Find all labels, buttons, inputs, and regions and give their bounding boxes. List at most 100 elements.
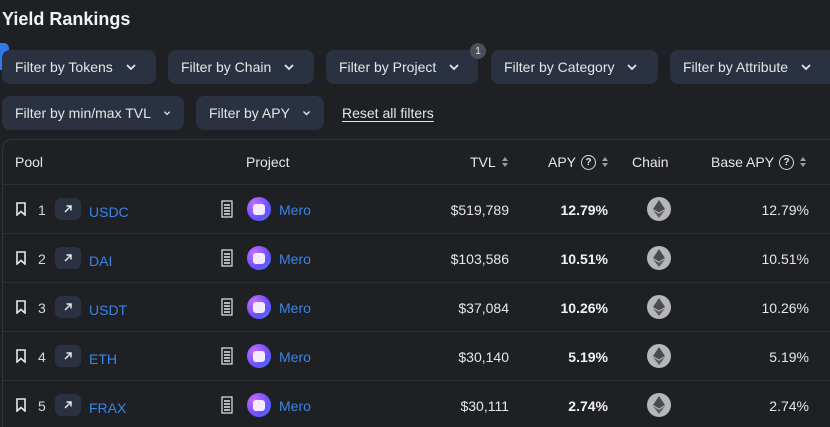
- mero-logo-icon: [247, 295, 271, 319]
- tvl-value: $37,084: [458, 300, 509, 316]
- tvl-value: $103,586: [450, 251, 509, 267]
- ethereum-icon: [647, 344, 671, 368]
- filter-apy-label: Filter by APY: [209, 105, 290, 121]
- sort-icon: [602, 157, 609, 167]
- table-row[interactable]: 2 DAI Mero $103,586 10.51% 10.51%: [3, 233, 830, 282]
- pool-symbol-link[interactable]: DAI: [89, 253, 113, 269]
- header-base-apy[interactable]: Base APY ?: [711, 154, 807, 170]
- tvl-value: $519,789: [450, 202, 509, 218]
- filter-project-dropdown[interactable]: Filter by Project: [326, 50, 478, 84]
- mero-logo-icon: [247, 197, 271, 221]
- table-row[interactable]: 4 ETH Mero $30,140 5.19% 5.19%: [3, 331, 830, 380]
- apy-value: 12.79%: [560, 202, 608, 218]
- base-apy-value: 10.51%: [761, 251, 809, 267]
- header-tvl[interactable]: TVL: [470, 154, 509, 170]
- help-icon[interactable]: ?: [779, 154, 795, 170]
- arrow-up-right-icon: [64, 401, 72, 409]
- yield-table: Pool Project TVL APY ? Chain Base APY ? …: [2, 139, 830, 427]
- tvl-value: $30,140: [458, 349, 509, 365]
- table-row[interactable]: 1 USDC Mero $519,789 12.79% 12.79%: [3, 184, 830, 233]
- ethereum-icon: [647, 246, 671, 270]
- mero-logo-icon: [247, 246, 271, 270]
- filter-tvl-label: Filter by min/max TVL: [15, 105, 151, 121]
- pool-symbol-link[interactable]: USDC: [89, 204, 129, 220]
- ethereum-icon: [647, 197, 671, 221]
- chevron-down-icon: [284, 64, 294, 71]
- base-apy-value: 12.79%: [761, 202, 809, 218]
- filter-tvl-dropdown[interactable]: Filter by min/max TVL: [2, 96, 184, 130]
- base-apy-value: 5.19%: [769, 349, 809, 365]
- help-icon[interactable]: ?: [581, 154, 597, 170]
- pool-symbol-link[interactable]: USDT: [89, 302, 128, 318]
- pool-symbol-link[interactable]: FRAX: [89, 400, 127, 416]
- filter-category-dropdown[interactable]: Filter by Category: [491, 50, 658, 84]
- chevron-down-icon: [302, 111, 310, 116]
- pool-symbol-link[interactable]: ETH: [89, 351, 117, 367]
- sort-icon: [501, 157, 508, 167]
- table-row[interactable]: 5 FRAX Mero $30,111 2.74% 2.74%: [3, 380, 830, 427]
- ethereum-icon: [647, 393, 671, 417]
- bookmark-icon[interactable]: [15, 202, 27, 216]
- document-icon[interactable]: [221, 298, 233, 316]
- filter-attribute-label: Filter by Attribute: [683, 59, 789, 75]
- header-tvl-label: TVL: [470, 154, 496, 170]
- row-rank: 4: [38, 349, 46, 365]
- project-link[interactable]: Mero: [279, 202, 311, 218]
- chevron-down-icon: [163, 111, 171, 116]
- header-apy[interactable]: APY ?: [548, 154, 609, 170]
- filter-attribute-dropdown[interactable]: Filter by Attribute: [670, 50, 830, 84]
- filter-project-label: Filter by Project: [339, 59, 437, 75]
- row-rank: 1: [38, 202, 46, 218]
- project-link[interactable]: Mero: [279, 251, 311, 267]
- header-project-label: Project: [246, 154, 290, 170]
- project-link[interactable]: Mero: [279, 349, 311, 365]
- external-link-button[interactable]: [55, 247, 81, 269]
- header-base-apy-label: Base APY: [711, 154, 775, 170]
- bookmark-icon[interactable]: [15, 398, 27, 412]
- row-rank: 5: [38, 398, 46, 414]
- reset-filters-link[interactable]: Reset all filters: [342, 105, 434, 121]
- external-link-button[interactable]: [55, 345, 81, 367]
- bookmark-icon[interactable]: [15, 300, 27, 314]
- external-link-button[interactable]: [55, 394, 81, 416]
- arrow-up-right-icon: [64, 205, 72, 213]
- project-link[interactable]: Mero: [279, 300, 311, 316]
- apy-value: 2.74%: [568, 398, 608, 414]
- header-chain-label: Chain: [632, 154, 669, 170]
- filter-tokens-label: Filter by Tokens: [15, 59, 113, 75]
- page-title: Yield Rankings: [2, 9, 131, 29]
- document-icon[interactable]: [221, 347, 233, 365]
- external-link-button[interactable]: [55, 198, 81, 220]
- filter-apy-dropdown[interactable]: Filter by APY: [196, 96, 324, 130]
- header-pool-label: Pool: [15, 154, 44, 170]
- filter-chain-label: Filter by Chain: [181, 59, 272, 75]
- base-apy-value: 10.26%: [761, 300, 809, 316]
- table-row[interactable]: 3 USDT Mero $37,084 10.26% 10.26%: [3, 282, 830, 331]
- project-link[interactable]: Mero: [279, 398, 311, 414]
- filter-tokens-dropdown[interactable]: Filter by Tokens: [2, 50, 156, 84]
- chevron-down-icon: [126, 64, 136, 71]
- row-rank: 2: [38, 251, 46, 267]
- chevron-down-icon: [627, 64, 638, 71]
- row-rank: 3: [38, 300, 46, 316]
- arrow-up-right-icon: [64, 352, 72, 360]
- apy-value: 5.19%: [568, 349, 608, 365]
- external-link-button[interactable]: [55, 296, 81, 318]
- document-icon[interactable]: [221, 200, 233, 218]
- tvl-value: $30,111: [460, 398, 509, 414]
- apy-value: 10.51%: [560, 251, 608, 267]
- base-apy-value: 2.74%: [769, 398, 809, 414]
- document-icon[interactable]: [221, 249, 233, 267]
- bookmark-icon[interactable]: [15, 251, 27, 265]
- bookmark-icon[interactable]: [15, 349, 27, 363]
- arrow-up-right-icon: [64, 303, 72, 311]
- header-chain: Chain: [632, 154, 669, 170]
- apy-value: 10.26%: [560, 300, 608, 316]
- filter-chain-dropdown[interactable]: Filter by Chain: [168, 50, 314, 84]
- document-icon[interactable]: [221, 396, 233, 414]
- chevron-down-icon: [801, 64, 811, 71]
- header-pool: Pool: [15, 154, 43, 170]
- header-project: Project: [246, 154, 290, 170]
- mero-logo-icon: [247, 344, 271, 368]
- header-apy-label: APY: [548, 154, 577, 170]
